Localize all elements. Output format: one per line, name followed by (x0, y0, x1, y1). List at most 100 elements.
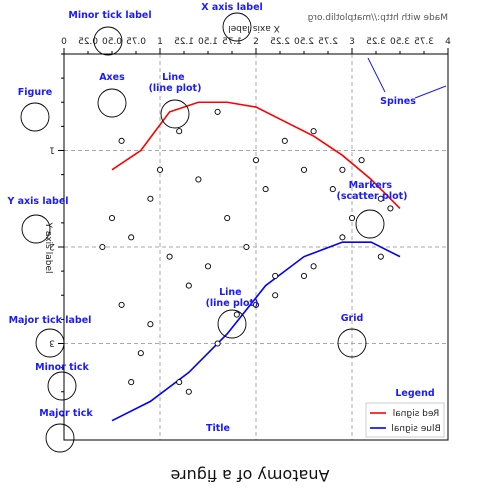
scatter-point-2 (177, 129, 182, 134)
scatter-point-0 (119, 138, 124, 143)
scatter-point-5 (282, 138, 287, 143)
scatter-point-25 (340, 235, 345, 240)
chart-title: Anatomy of a figure (171, 466, 330, 485)
spine-arrow-top (368, 58, 385, 92)
ann-line-mid: Line (line plot) (206, 287, 259, 309)
x-tick-label-1: 1 (157, 37, 163, 47)
scatter-point-6 (311, 129, 316, 134)
x-minor-tick-label-9: 3.25 (366, 37, 386, 47)
scatter-point-12 (196, 177, 201, 182)
annotation-circle-9 (48, 372, 76, 400)
scatter-point-26 (378, 254, 383, 259)
scatter-point-39 (129, 380, 134, 385)
legend-label-1: Blue signal (391, 424, 440, 434)
annotation-circle-10 (46, 424, 74, 452)
x-minor-tick-label-11: 3.75 (414, 37, 434, 47)
y-axis-title: Y axis label (43, 221, 53, 273)
x-tick-label-0: 0 (61, 37, 67, 47)
x-minor-tick-label-10: 3.50 (390, 37, 410, 47)
scatter-point-8 (359, 158, 364, 163)
ann-figure: Figure (18, 87, 52, 98)
ann-line-mid-l2: (line plot) (206, 298, 259, 309)
x-minor-label-wrap-4: 1.50 (198, 37, 218, 47)
legend-label-wrap-1: Blue signal (391, 424, 440, 434)
y-tick-label-0: 1 (49, 145, 55, 155)
scatter-point-24 (311, 264, 316, 269)
x-tick-label-2: 2 (253, 37, 259, 47)
ann-markers-l2: (scatter plot) (336, 191, 407, 202)
scatter-point-11 (148, 196, 153, 201)
scatter-point-38 (186, 389, 191, 394)
ann-spines: Spines (380, 96, 416, 107)
annotation-layer: Minor tick label X axis label Axes Spine… (6, 2, 434, 434)
ann-major-tick: Major tick (39, 408, 93, 419)
scatter-point-7 (340, 167, 345, 172)
x-minor-label-wrap-10: 3.50 (390, 37, 410, 47)
ann-minor-tick: Minor tick (35, 362, 89, 373)
ann-x-axis-label: X axis label (201, 2, 263, 13)
x-minor-tick-label-8: 2.75 (318, 37, 338, 47)
credit-text: Made with http://matplotlib.org (308, 13, 448, 23)
scatter-point-10 (109, 215, 114, 220)
legend-label-0: Red signal (393, 409, 440, 419)
scatter-point-27 (119, 302, 124, 307)
x-minor-label-wrap-1: 0.50 (102, 37, 122, 47)
y-tick-wrap-2: 3 (49, 338, 55, 348)
annotation-circle-3 (161, 100, 189, 128)
annotation-circle-7 (218, 310, 246, 338)
ann-legend: Legend (395, 388, 434, 399)
ann-minor-tick-label: Minor tick label (68, 10, 151, 21)
scatter-point-19 (129, 235, 134, 240)
x-minor-label-wrap-9: 3.25 (366, 37, 386, 47)
ann-markers: Markers (scatter plot) (336, 180, 407, 202)
x-tick-label-4: 4 (445, 37, 451, 47)
x-minor-label-wrap-2: 0.75 (126, 37, 146, 47)
x-minor-label-wrap-3: 1.25 (174, 37, 194, 47)
ann-y-axis-label: Y axis label (6, 196, 68, 207)
x-axis-title: X axis label (228, 23, 280, 33)
x-minor-label-wrap-7: 2.50 (294, 37, 314, 47)
scatter-point-21 (205, 264, 210, 269)
scatter-point-14 (263, 187, 268, 192)
annotation-circle-6 (356, 210, 384, 238)
scatter-point-35 (177, 380, 182, 385)
x-minor-label-wrap-5: 1.75 (222, 37, 242, 47)
scatter-point-34 (138, 351, 143, 356)
ann-markers-l1: Markers (349, 180, 393, 191)
scatter-point-22 (244, 244, 249, 249)
x-minor-tick-label-2: 0.75 (126, 37, 146, 47)
x-minor-label-wrap-6: 2.25 (270, 37, 290, 47)
ann-major-tick-label: Major tick label (9, 315, 92, 326)
ann-axes: Axes (99, 72, 125, 83)
scatter-point-13 (225, 215, 230, 220)
x-minor-tick-label-3: 1.25 (174, 37, 194, 47)
y-tick-wrap-0: 1 (49, 145, 55, 155)
x-minor-tick-label-4: 1.50 (198, 37, 218, 47)
x-minor-label-wrap-11: 3.75 (414, 37, 434, 47)
spine-arrow-right (415, 86, 446, 98)
scatter-point-3 (215, 109, 220, 114)
ann-line-top-l1: Line (162, 72, 185, 83)
scatter-point-16 (330, 187, 335, 192)
scatter-point-29 (186, 283, 191, 288)
ann-line-top: Line (line plot) (149, 72, 202, 94)
x-tick-label-3: 3 (349, 37, 355, 47)
scatter-point-31 (273, 293, 278, 298)
ann-title: Title (206, 423, 230, 434)
scatter-point-17 (349, 215, 354, 220)
scatter-point-4 (253, 158, 258, 163)
ann-line-mid-l1: Line (219, 287, 242, 298)
scatter-point-1 (157, 167, 162, 172)
scatter-point-23 (273, 273, 278, 278)
x-minor-tick-label-7: 2.50 (294, 37, 314, 47)
y-tick-label-2: 3 (49, 338, 55, 348)
x-minor-tick-label-6: 2.25 (270, 37, 290, 47)
scatter-point-18 (388, 206, 393, 211)
x-minor-tick-label-5: 1.75 (222, 37, 242, 47)
scatter-point-36 (215, 341, 220, 346)
annotation-circle-2 (98, 89, 126, 117)
scatter-point-15 (301, 167, 306, 172)
scatter-point-32 (301, 273, 306, 278)
scatter-point-33 (100, 244, 105, 249)
